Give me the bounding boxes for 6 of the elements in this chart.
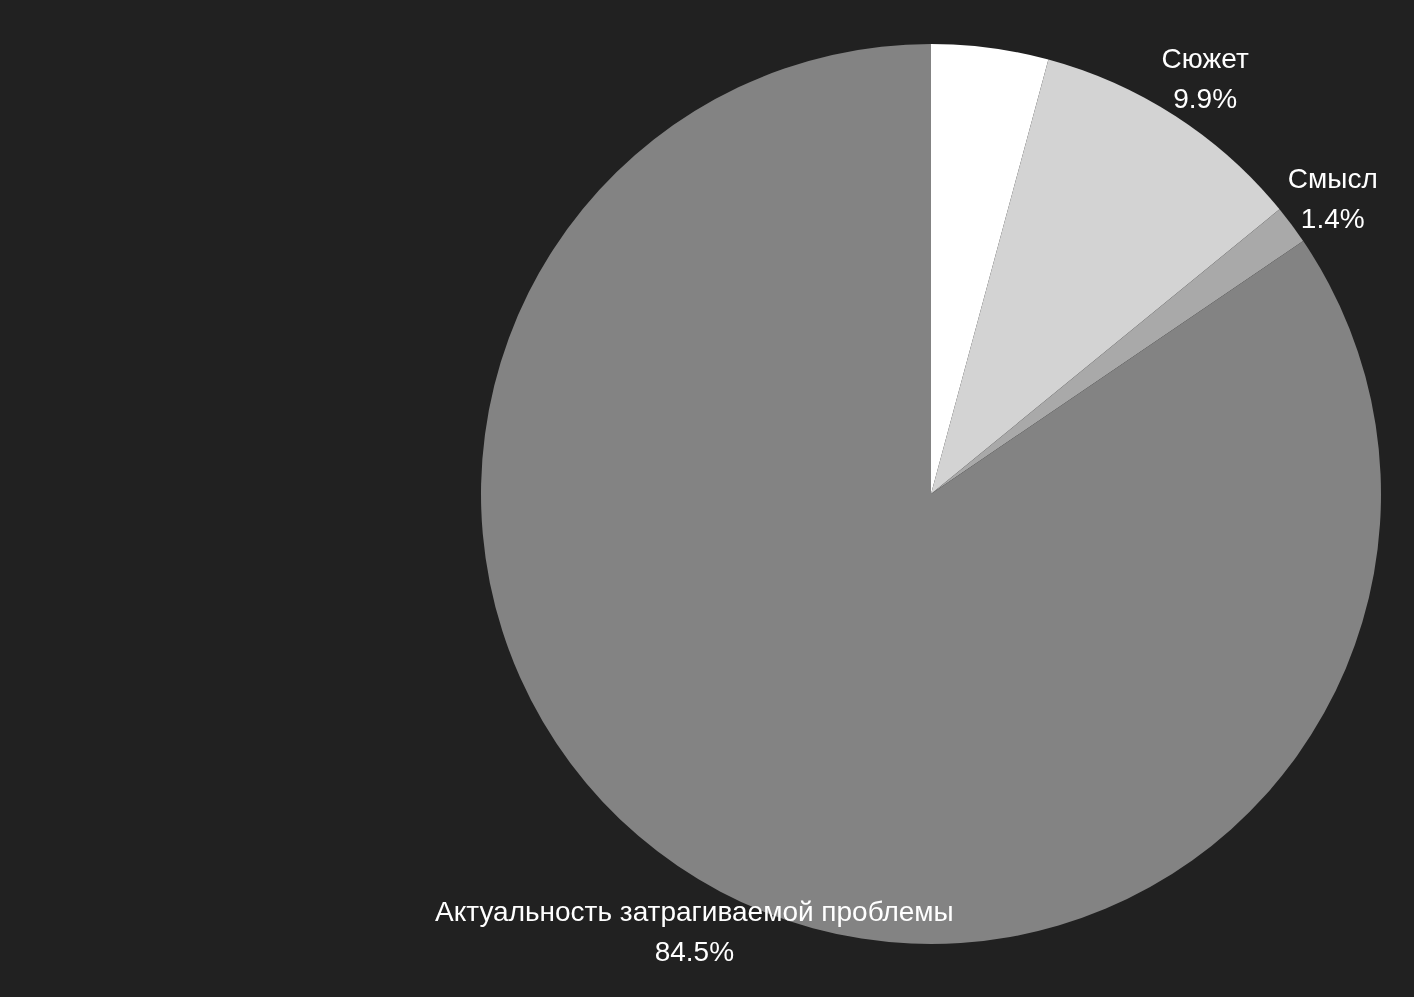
slice-label: Актуальность затрагиваемой проблемы bbox=[435, 895, 954, 927]
slice-label: Смысл bbox=[1287, 162, 1378, 194]
data-label: 1.4% bbox=[1300, 202, 1365, 234]
data-label: 9.9% bbox=[1173, 83, 1238, 115]
data-label: 84.5% bbox=[654, 935, 735, 967]
slice-label: Сюжет bbox=[1161, 43, 1249, 75]
